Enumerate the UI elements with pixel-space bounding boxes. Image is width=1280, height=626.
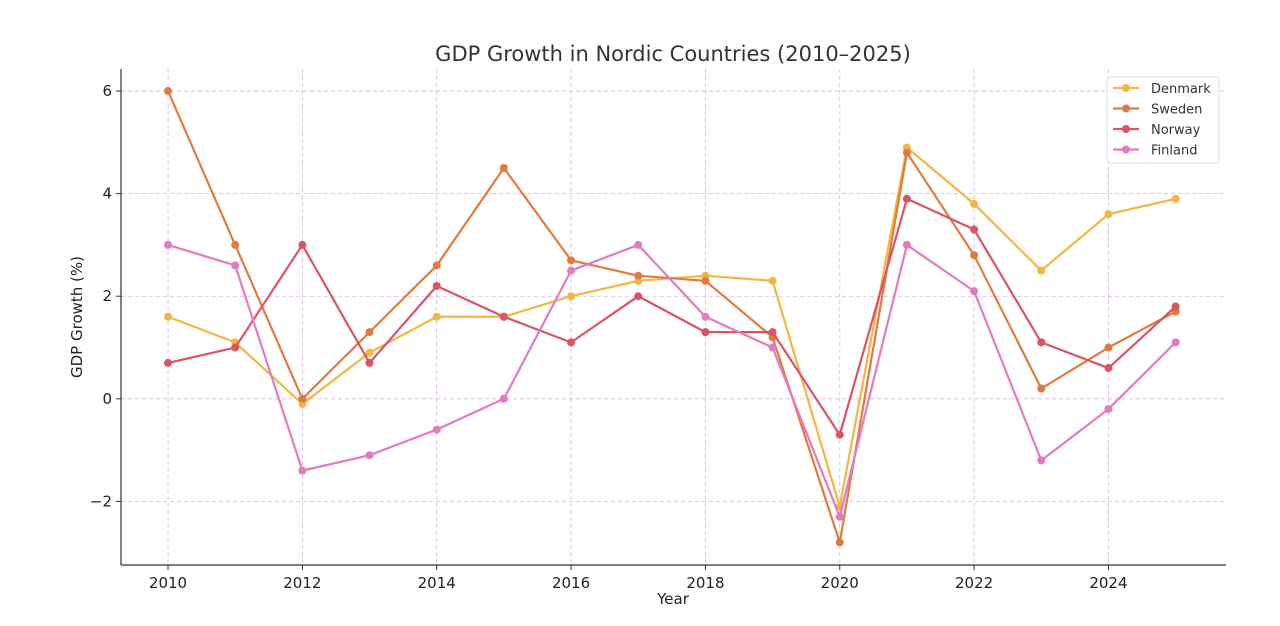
series-line-norway: [167, 197, 1177, 436]
data-point-finland: [231, 261, 240, 270]
data-point-sweden: [499, 163, 508, 172]
data-point-finland: [970, 287, 979, 296]
data-point-denmark: [432, 312, 441, 321]
y-axis-label: GDP Growth (%): [68, 256, 86, 378]
data-point-norway: [701, 328, 710, 337]
legend: Denmark Sweden Norway Finland: [1106, 76, 1220, 164]
data-point-norway: [499, 312, 508, 321]
data-point-finland: [567, 266, 576, 275]
data-point-finland: [902, 240, 911, 249]
data-point-norway: [1104, 364, 1113, 373]
data-point-denmark: [1171, 194, 1180, 203]
series-line-sweden: [167, 90, 1177, 544]
x-tick-label: 2020: [821, 574, 859, 592]
y-tick-label: −2: [90, 492, 112, 510]
y-tick-label: 0: [102, 390, 112, 408]
legend-swatch-marker: [1122, 125, 1130, 133]
data-point-finland: [298, 466, 307, 475]
data-point-norway: [1171, 302, 1180, 311]
data-point-sweden: [365, 328, 374, 337]
data-point-finland: [768, 343, 777, 352]
x-tick-label: 2018: [686, 574, 724, 592]
x-tick-label: 2012: [283, 574, 321, 592]
data-point-sweden: [1037, 384, 1046, 393]
data-point-sweden: [701, 276, 710, 285]
data-point-sweden: [1104, 343, 1113, 352]
data-point-norway: [970, 225, 979, 234]
data-point-norway: [634, 292, 643, 301]
y-tick-label: 2: [102, 287, 112, 305]
legend-item-norway: Norway: [1113, 123, 1201, 138]
legend-item-sweden: Sweden: [1113, 103, 1202, 118]
data-point-norway: [164, 358, 173, 367]
data-point-finland: [1171, 338, 1180, 347]
data-point-finland: [835, 512, 844, 521]
data-point-finland: [1104, 405, 1113, 414]
legend-swatch-marker: [1122, 145, 1130, 154]
legend-box: [1106, 76, 1220, 164]
data-point-norway: [365, 358, 374, 367]
data-point-finland: [1037, 456, 1046, 465]
x-axis-label: Year: [656, 590, 690, 608]
data-point-sweden: [902, 148, 911, 157]
data-point-norway: [231, 343, 240, 352]
data-point-sweden: [970, 251, 979, 260]
x-tick-label: 2016: [552, 574, 590, 592]
legend-swatch-marker: [1122, 104, 1130, 113]
data-point-denmark: [164, 312, 173, 321]
x-tick-label: 2022: [955, 574, 993, 592]
data-point-denmark: [365, 348, 374, 357]
data-point-sweden: [634, 271, 643, 280]
data-point-finland: [701, 312, 710, 321]
axes: [120, 69, 1226, 566]
data-point-denmark: [1037, 266, 1046, 275]
series-norway: [164, 194, 1180, 439]
x-tick-label: 2024: [1089, 574, 1127, 592]
y-axis-ticks: −2 0 2 4 6: [90, 82, 121, 510]
data-point-norway: [432, 281, 441, 290]
chart-title: GDP Growth in Nordic Countries (2010–202…: [435, 42, 911, 66]
data-point-sweden: [835, 538, 844, 547]
data-point-sweden: [567, 256, 576, 265]
data-point-sweden: [164, 87, 173, 96]
legend-swatch-marker: [1122, 84, 1130, 92]
data-point-norway: [902, 194, 911, 203]
data-point-finland: [634, 240, 643, 249]
x-tick-label: 2010: [149, 574, 187, 592]
series-line-finland: [167, 243, 1177, 518]
legend-item-finland: Finland: [1113, 144, 1197, 159]
legend-label: Finland: [1151, 144, 1197, 159]
series-line-denmark: [167, 146, 1176, 508]
y-tick-label: 4: [102, 185, 112, 203]
data-point-finland: [164, 240, 173, 249]
legend-label: Sweden: [1151, 103, 1202, 118]
data-point-finland: [365, 451, 374, 460]
data-point-norway: [567, 338, 576, 347]
data-point-denmark: [1104, 210, 1113, 219]
legend-label: Norway: [1151, 123, 1201, 138]
x-axis-ticks: 2010 2012 2014 2016 2018 2020 2022 2024: [149, 565, 1128, 592]
legend-item-denmark: Denmark: [1113, 82, 1211, 97]
data-point-norway: [768, 328, 777, 337]
legend-label: Denmark: [1151, 82, 1211, 97]
data-point-sweden: [432, 261, 441, 270]
data-point-sweden: [231, 240, 240, 249]
data-point-denmark: [970, 199, 979, 208]
data-point-denmark: [567, 292, 576, 301]
data-point-sweden: [298, 394, 307, 403]
data-point-denmark: [768, 276, 777, 285]
x-tick-label: 2014: [418, 574, 456, 592]
data-point-norway: [1037, 338, 1046, 347]
data-point-finland: [499, 394, 508, 403]
y-tick-label: 6: [102, 82, 112, 100]
data-point-norway: [835, 430, 844, 439]
series-group: [164, 87, 1180, 547]
data-point-norway: [298, 240, 307, 249]
data-point-finland: [432, 425, 441, 434]
series-denmark: [164, 143, 1180, 511]
series-finland: [164, 240, 1180, 521]
grid: [121, 69, 1226, 565]
